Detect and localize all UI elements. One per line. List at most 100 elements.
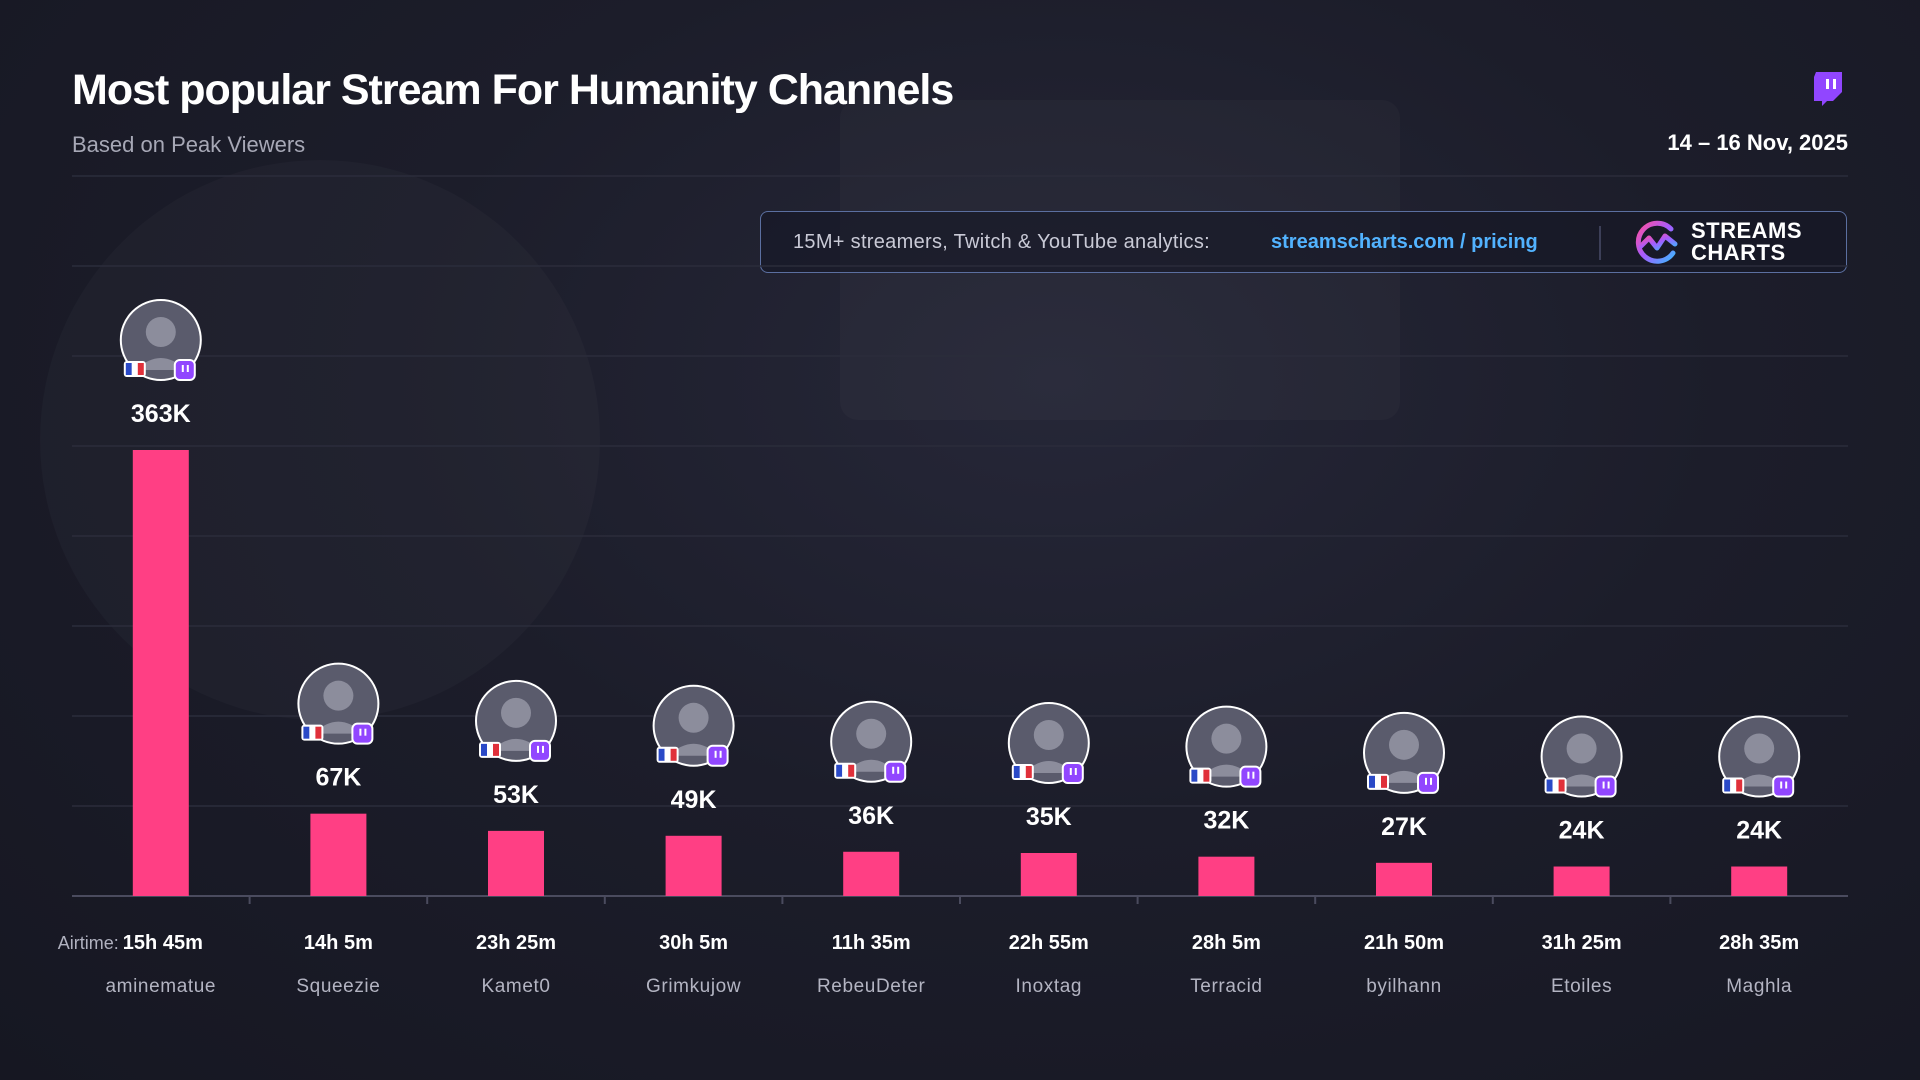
airtime-value: 28h 35m xyxy=(1719,932,1799,954)
airtime-value: 21h 50m xyxy=(1364,932,1444,954)
chart-title: Most popular Stream For Humanity Channel… xyxy=(72,66,954,114)
avatar-body xyxy=(846,759,897,772)
avatar-head xyxy=(1389,729,1419,760)
avatar-head xyxy=(1211,723,1242,754)
flag-stripe-blue xyxy=(658,748,665,761)
flag-stripe-red xyxy=(1203,769,1210,782)
channel-name[interactable]: Etoiles xyxy=(1551,976,1612,997)
brand-name: STREAMS CHARTS xyxy=(1691,220,1802,264)
twitch-badge-mark xyxy=(1247,771,1250,779)
flag-stripe-red xyxy=(670,748,677,761)
channel-name[interactable]: Squeezie xyxy=(296,976,380,997)
flag-stripe-blue xyxy=(836,764,843,777)
bar-Grimkujow[interactable] xyxy=(665,835,722,896)
avatar-head xyxy=(1744,733,1775,764)
airtime-value: 23h 25m xyxy=(476,932,556,954)
flag-stripe-red xyxy=(137,363,144,375)
channel-name[interactable]: Inoxtag xyxy=(1016,976,1083,997)
flag-stripe-red xyxy=(848,764,855,777)
bar-aminematue[interactable] xyxy=(132,450,189,896)
avatar-head xyxy=(1566,733,1597,764)
airtime-value: 14h 5m xyxy=(304,932,373,954)
twitch-badge-mark xyxy=(537,745,539,753)
channel-name[interactable]: Terracid xyxy=(1190,976,1262,997)
twitch-badge-icon xyxy=(1594,775,1617,798)
avatar-body xyxy=(313,721,364,734)
value-label: 27K xyxy=(1381,813,1427,841)
twitch-badge-mark xyxy=(897,766,900,774)
flag-stripe-white xyxy=(309,726,316,739)
avatar-head xyxy=(856,718,887,749)
flag-stripe-blue xyxy=(1724,779,1731,792)
value-label: 24K xyxy=(1559,817,1605,845)
twitch-badge-mark xyxy=(719,750,722,758)
avatar-head xyxy=(145,317,176,347)
twitch-badge-icon xyxy=(351,722,374,745)
channel-name[interactable]: Maghla xyxy=(1726,976,1792,997)
twitch-badge-mark xyxy=(1069,767,1072,775)
streams-charts-logo-icon xyxy=(1631,219,1681,267)
promo-link[interactable]: streamscharts.com / pricing xyxy=(1271,231,1538,253)
avatar-body xyxy=(1023,760,1074,773)
bar-byilhann[interactable] xyxy=(1376,862,1432,896)
twitch-badge-mark xyxy=(1785,781,1788,789)
flag-stripe-white xyxy=(664,748,671,761)
promo-text: 15M+ streamers, Twitch & YouTube analyti… xyxy=(793,231,1210,253)
avatar-body xyxy=(1201,764,1252,777)
promo-divider xyxy=(1599,226,1601,260)
airtime-value: 30h 5m xyxy=(659,932,728,954)
twitch-icon xyxy=(1813,72,1843,106)
twitch-badge-icon xyxy=(173,359,196,381)
channel-name[interactable]: byilhann xyxy=(1366,976,1442,997)
channel-name[interactable]: RebeuDeter xyxy=(817,976,926,997)
flag-stripe-white xyxy=(487,743,493,756)
twitch-badge-mark xyxy=(542,745,544,753)
flag-stripe-white xyxy=(1197,769,1204,782)
channel-name[interactable]: aminematue xyxy=(106,976,217,997)
value-label: 67K xyxy=(315,764,361,792)
channel-name[interactable]: Grimkujow xyxy=(646,976,741,997)
channel-name[interactable]: Kamet0 xyxy=(481,976,550,997)
bar-Squeezie[interactable] xyxy=(310,813,367,896)
flag-stripe-white xyxy=(1730,779,1737,792)
twitch-badge-mark xyxy=(1430,777,1432,785)
bar-Kamet0[interactable] xyxy=(488,830,544,896)
twitch-badge-icon xyxy=(529,739,551,762)
twitch-badge-icon xyxy=(1239,765,1262,788)
avatar-body xyxy=(668,743,719,756)
flag-stripe-blue xyxy=(1191,769,1198,782)
twitch-badge-mark xyxy=(364,728,367,736)
flag-stripe-red xyxy=(1736,779,1743,792)
flag-stripe-white xyxy=(1552,779,1559,792)
value-label: 36K xyxy=(848,802,894,830)
twitch-badge-mark xyxy=(181,365,184,372)
bar-Etoiles[interactable] xyxy=(1553,866,1610,896)
bar-RebeuDeter[interactable] xyxy=(843,851,900,896)
flag-stripe-white xyxy=(1019,765,1026,778)
flag-stripe-red xyxy=(315,726,322,739)
value-label: 53K xyxy=(493,781,539,809)
date-range: 14 – 16 Nov, 2025 xyxy=(1667,130,1848,155)
airtime-value: 31h 25m xyxy=(1542,932,1622,954)
airtime-value: 15h 45m xyxy=(123,932,203,954)
twitch-badge-icon xyxy=(1061,761,1084,784)
twitch-badge-mark xyxy=(359,728,362,736)
flag-stripe-red xyxy=(493,743,499,756)
bar-Inoxtag[interactable] xyxy=(1020,852,1077,896)
avatar-head xyxy=(678,702,709,733)
twitch-badge-mark xyxy=(1602,781,1605,789)
chart-subtitle: Based on Peak Viewers xyxy=(72,132,306,157)
promo-banner[interactable]: 15M+ streamers, Twitch & YouTube analyti… xyxy=(760,211,1847,273)
flag-stripe-red xyxy=(1558,779,1565,792)
brand-name-line1: STREAMS xyxy=(1691,218,1803,243)
twitch-badge-mark xyxy=(1074,767,1077,775)
airtime-prefix: Airtime: xyxy=(58,933,119,953)
flag-stripe-blue xyxy=(1369,775,1375,788)
value-label: 363K xyxy=(131,400,191,428)
flag-stripe-blue xyxy=(481,743,487,756)
bar-Maghla[interactable] xyxy=(1731,866,1788,896)
bar-Terracid[interactable] xyxy=(1198,856,1255,896)
flag-stripe-blue xyxy=(125,363,132,375)
flag-stripe-white xyxy=(1375,775,1381,788)
twitch-badge-mark xyxy=(1780,781,1783,789)
